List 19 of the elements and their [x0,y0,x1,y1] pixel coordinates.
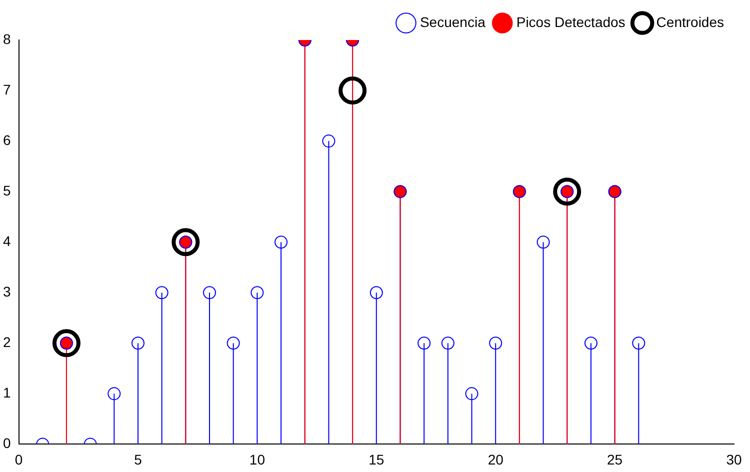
y-tick-label: 4 [2,232,11,249]
y-tick-label: 0 [2,435,11,452]
legend-label: Picos Detectados [516,14,626,30]
y-tick-label: 7 [2,81,11,98]
y-tick-label: 5 [2,182,11,198]
x-tick-label: 5 [134,451,142,468]
x-tick-label: 25 [607,451,623,468]
y-tick-label: 2 [2,334,11,350]
legend-label: Centroides [656,14,724,30]
x-tick-label: 0 [14,451,23,468]
y-tick-label: 6 [2,132,11,148]
y-tick-label: 1 [2,384,11,401]
x-tick-label: 30 [726,451,742,468]
x-tick-label: 20 [488,451,504,468]
y-tick-label: 3 [2,283,11,300]
x-tick-label: 10 [249,451,266,468]
y-tick-label: 8 [2,30,11,47]
x-tick-label: 15 [368,451,384,468]
legend-label: Secuencia [420,14,486,30]
